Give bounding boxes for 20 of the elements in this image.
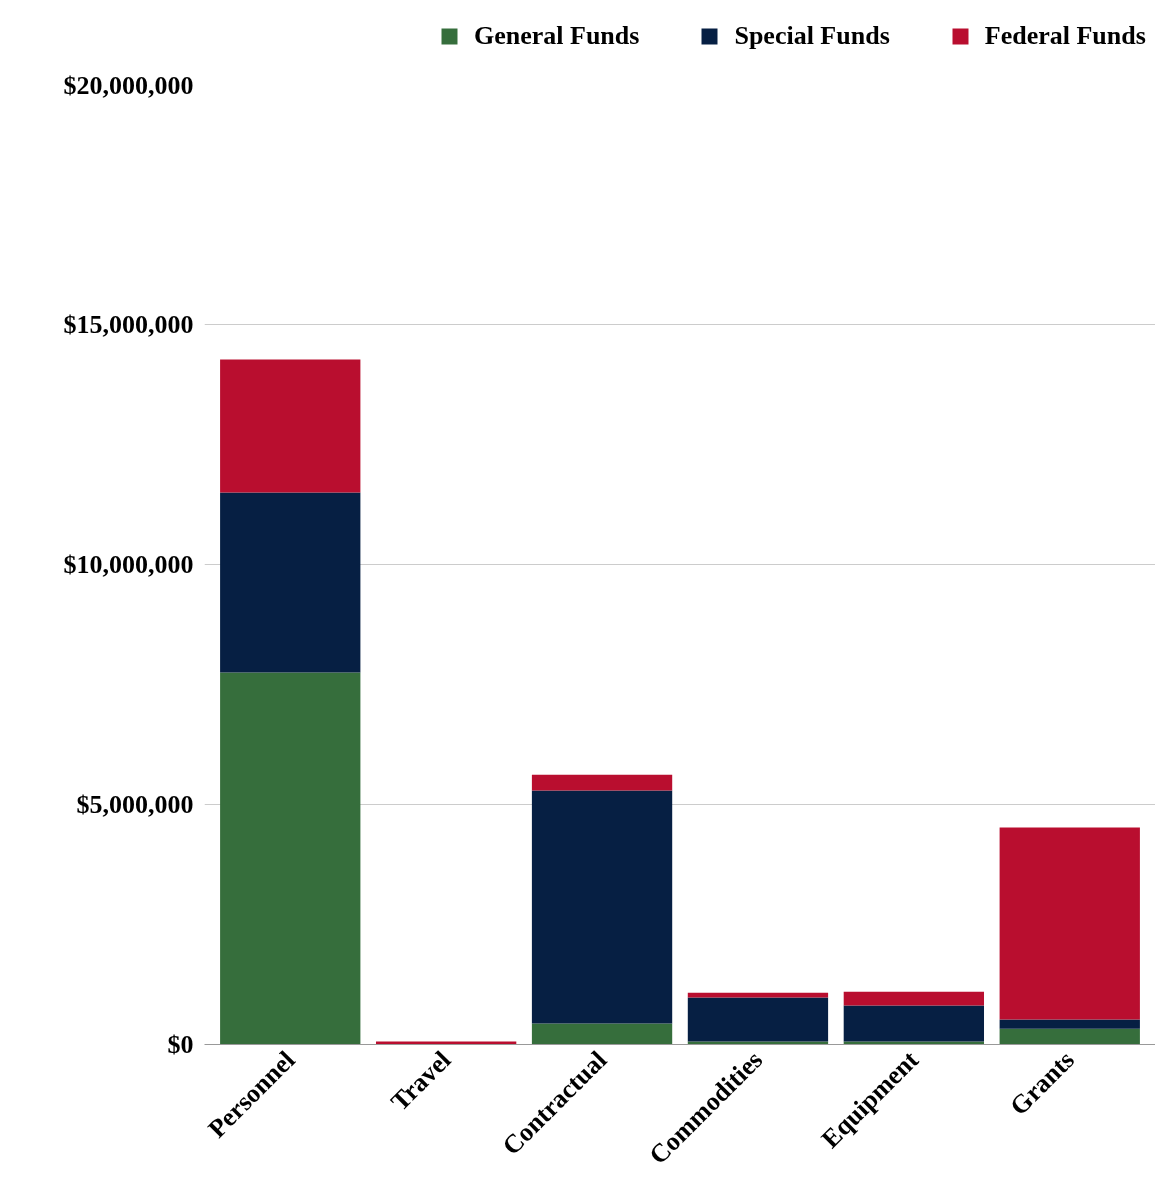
legend-label: General Funds — [474, 21, 640, 51]
y-tick-label: $0 — [167, 1030, 194, 1059]
bar — [220, 672, 361, 1045]
bar — [843, 991, 985, 1006]
legend-label: Special Funds — [734, 21, 890, 51]
bar — [531, 1023, 673, 1045]
y-tick-label: $15,000,000 — [63, 310, 194, 339]
bar — [843, 1005, 985, 1042]
bar — [999, 827, 1140, 1020]
bar — [999, 1028, 1140, 1045]
bar — [999, 1019, 1140, 1029]
y-tick-label: $20,000,000 — [63, 70, 194, 100]
bar — [531, 774, 673, 791]
bar — [220, 492, 361, 673]
legend-label: Federal Funds — [984, 21, 1146, 51]
bar — [687, 997, 829, 1042]
bar — [220, 359, 361, 493]
y-tick-label: $10,000,000 — [63, 550, 194, 579]
y-tick-label: $5,000,000 — [76, 790, 194, 819]
bar — [531, 790, 673, 1024]
